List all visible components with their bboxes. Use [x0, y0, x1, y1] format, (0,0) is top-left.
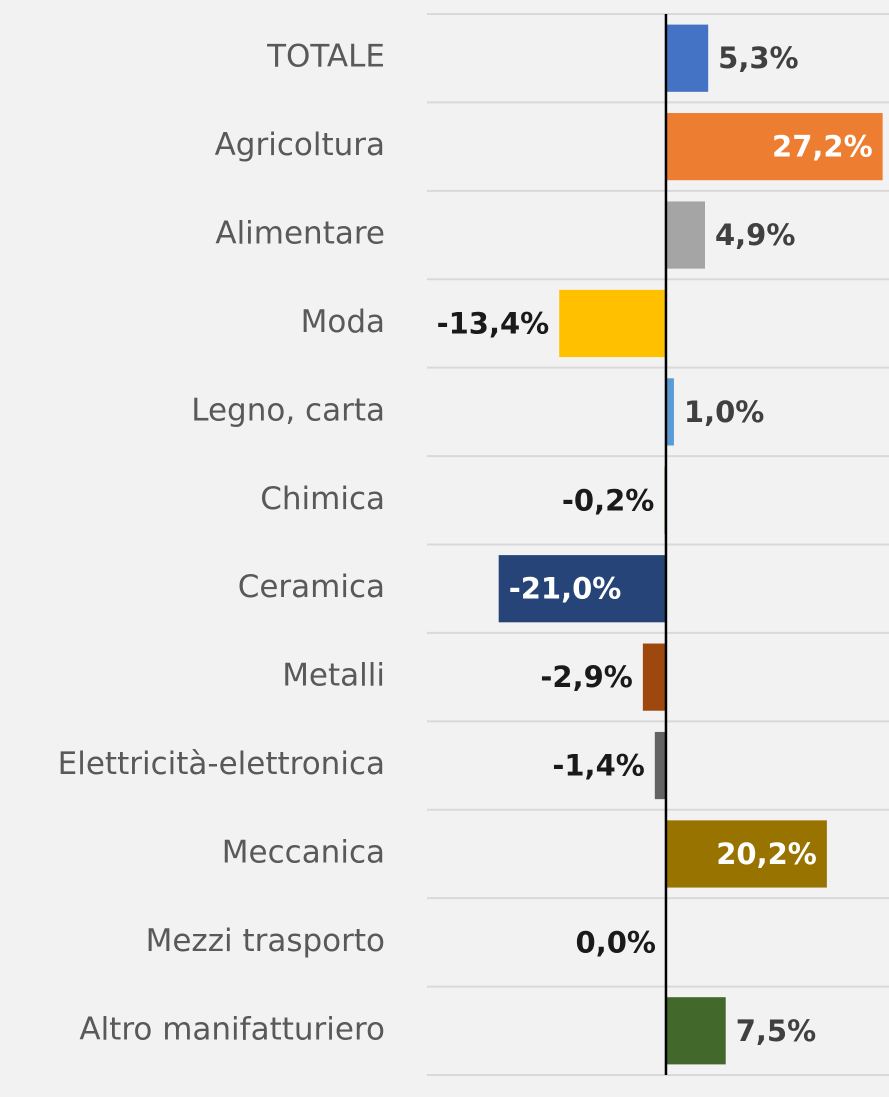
category-label: Legno, carta	[191, 392, 385, 428]
bar	[642, 643, 666, 711]
bar	[665, 378, 674, 446]
category-label: Ceramica	[238, 569, 385, 605]
value-label: 7,5%	[736, 1014, 816, 1048]
value-label: 0,0%	[576, 925, 656, 959]
value-label: 27,2%	[772, 130, 873, 164]
category-label: Meccanica	[222, 834, 385, 870]
value-label: -21,0%	[509, 572, 622, 606]
bar	[654, 731, 666, 800]
bar	[665, 820, 827, 888]
category-label: Chimica	[260, 481, 385, 517]
category-label: Moda	[301, 304, 385, 340]
bar	[665, 24, 709, 92]
value-label: 5,3%	[718, 41, 798, 75]
category-label: Altro manifatturiero	[79, 1011, 385, 1047]
category-label: Mezzi trasporto	[146, 923, 385, 959]
value-label: -1,4%	[552, 749, 644, 783]
value-label: -2,9%	[540, 660, 632, 694]
value-label: 4,9%	[715, 218, 795, 252]
value-label: -0,2%	[562, 483, 654, 517]
category-label: Agricoltura	[215, 127, 385, 163]
category-label: Elettricità-elettronica	[58, 746, 385, 782]
category-label: Metalli	[282, 658, 385, 694]
bar	[559, 289, 666, 358]
bar	[665, 201, 705, 269]
value-label: -13,4%	[437, 306, 550, 340]
bar	[498, 555, 666, 623]
value-label: 1,0%	[684, 395, 764, 429]
category-label: Alimentare	[215, 216, 385, 252]
value-label: 20,2%	[716, 837, 817, 871]
bar	[665, 997, 726, 1065]
category-label: TOTALE	[266, 39, 385, 75]
bar	[665, 113, 883, 181]
